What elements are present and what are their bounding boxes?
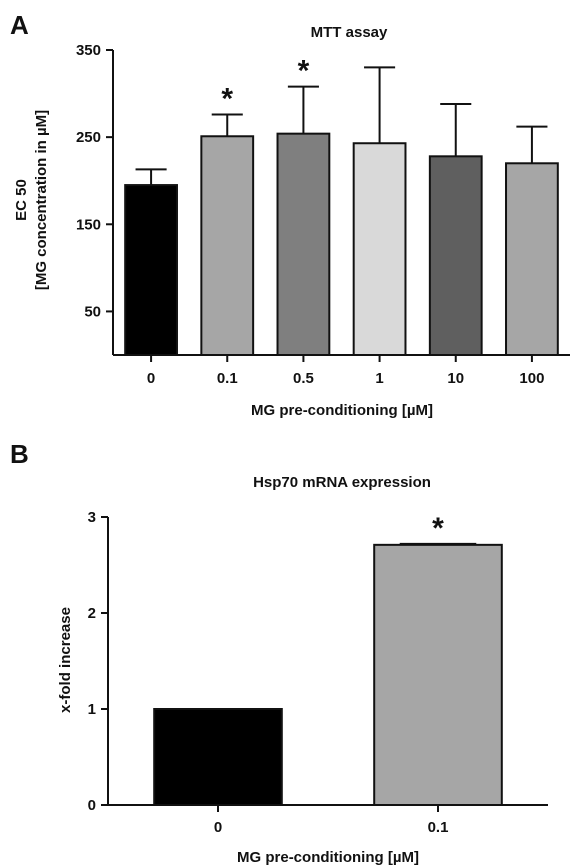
panel-a-axes: 50 150 250 350 0 0.1 * 0.5 * 1 10 100 [76, 42, 570, 387]
panel-b-letter: B [10, 439, 29, 469]
panel-b-x-tick-label: 0 [214, 819, 222, 836]
panel-a-bar-10 [428, 155, 483, 356]
panel-a-bar-1 [352, 142, 407, 356]
panel-a-y-tick-label: 150 [76, 216, 101, 233]
panel-a-bar-0.1 [200, 135, 255, 356]
panel-a-y-axis-title-line1: EC 50 [13, 179, 30, 221]
panel-a-bar-0.5 [276, 132, 331, 356]
panel-b-title: Hsp70 mRNA expression [253, 474, 431, 491]
panel-b-y-tick-label: 2 [88, 605, 96, 622]
panel-a-x-tick-label: 0.1 [217, 370, 238, 387]
panel-a-bar-0 [124, 184, 178, 356]
panel-a-letter: A [10, 10, 29, 40]
panel-b-y-tick-label: 3 [88, 509, 96, 526]
panel-a-x-tick-label: 100 [519, 370, 544, 387]
panel-a-bar-100 [505, 162, 559, 356]
panel-a-y-tick-label: 350 [76, 42, 101, 59]
panel-a-x-tick-label: 0 [147, 370, 155, 387]
panel-a-x-axis-title: MG pre-conditioning [µM] [251, 402, 433, 419]
panel-a-y-axis-title-line2: [MG concentration in µM] [33, 110, 50, 290]
panel-a-chart: A MTT assay 50 150 250 350 0 0.1 * 0.5 * 1 10 100 M… [10, 10, 570, 419]
panel-b-significance-marker: * [432, 512, 444, 545]
panel-a-y-tick-label: 50 [84, 303, 101, 320]
panel-b-y-axis-title: x-fold increase [57, 607, 74, 713]
panel-a-significance-marker: * [298, 55, 310, 88]
panel-b-bar-0 [153, 708, 283, 806]
panel-b-y-tick-label: 1 [88, 701, 96, 718]
panel-a-x-tick-label: 10 [447, 370, 464, 387]
panel-a-y-tick-label: 250 [76, 129, 101, 146]
panel-b-x-axis-title: MG pre-conditioning [µM] [237, 849, 419, 866]
panel-b-y-tick-label: 0 [88, 797, 96, 814]
panel-b-x-tick-label: 0.1 [428, 819, 449, 836]
panel-a-x-tick-label: 1 [375, 370, 383, 387]
panel-b-axes: 0 1 2 3 0 0.1 * [88, 509, 548, 836]
panel-a-title: MTT assay [311, 24, 388, 41]
panel-b-chart: B Hsp70 mRNA expression 0 1 2 3 0 0.1 * MG pre… [10, 439, 548, 866]
panel-b-bar-0.1 [373, 543, 503, 807]
panel-a-significance-marker: * [221, 82, 233, 115]
panel-a-x-tick-label: 0.5 [293, 370, 314, 387]
